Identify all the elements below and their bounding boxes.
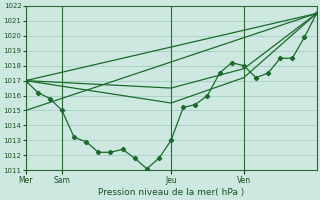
- X-axis label: Pression niveau de la mer( hPa ): Pression niveau de la mer( hPa ): [98, 188, 244, 197]
